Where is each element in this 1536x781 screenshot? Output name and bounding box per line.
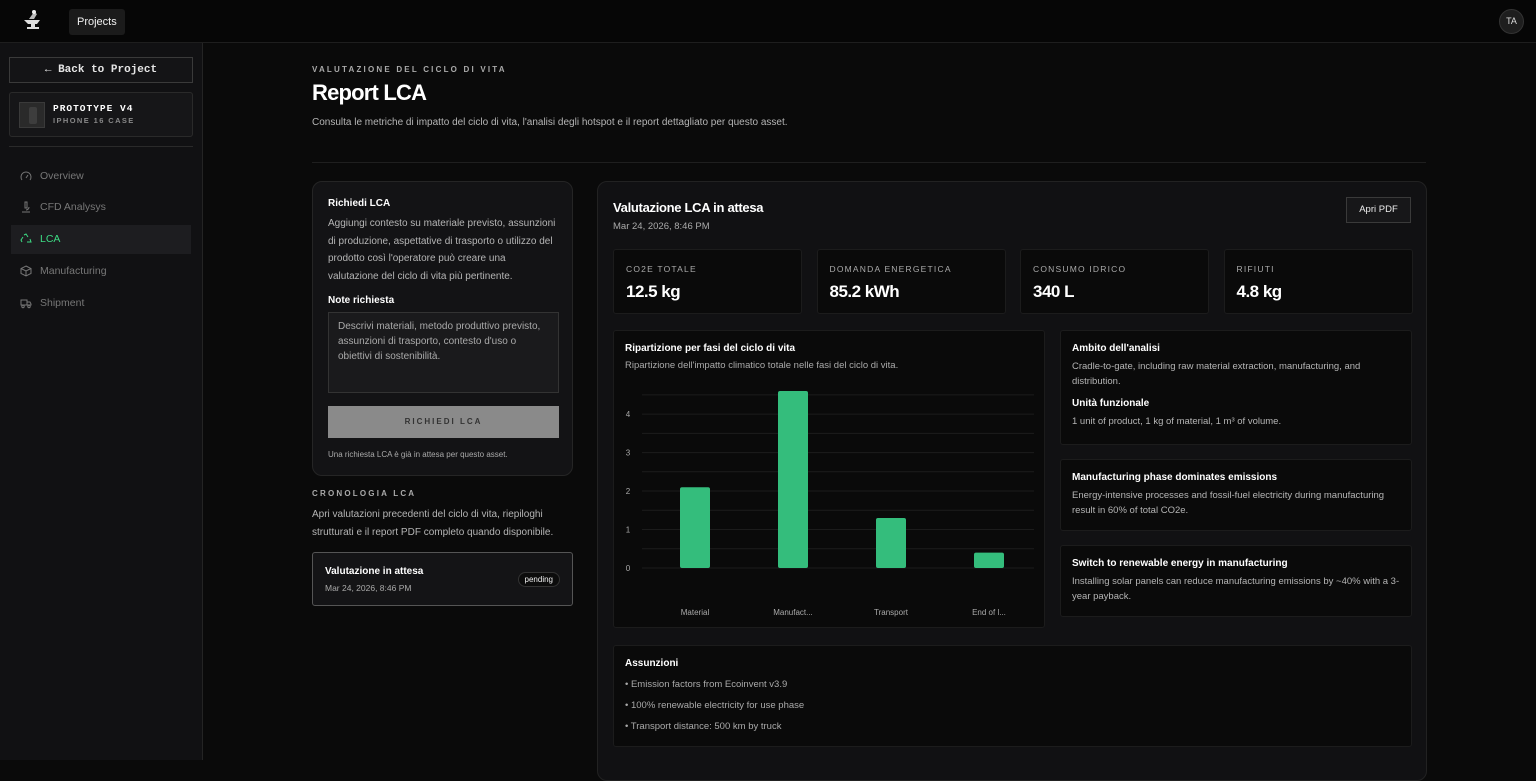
history-item[interactable]: Valutazione in attesa Mar 24, 2026, 8:46… [312,552,573,606]
metric-value: 4.8 kg [1236,282,1283,301]
box-icon [20,265,32,277]
history-item-date: Mar 24, 2026, 8:46 PM [325,583,412,593]
sidebar-item-shipment[interactable]: Shipment [11,288,191,317]
pending-note: Una richiesta LCA è già in attesa per qu… [328,450,508,459]
avatar[interactable]: TA [1499,9,1524,34]
y-tick-label: 2 [626,487,631,496]
x-tick-label: Material [681,608,710,617]
asset-thumbnail [19,102,45,128]
assumption-item: • 100% renewable electricity for use pha… [625,700,805,711]
metric-label: CO2E TOTALE [626,264,697,274]
sidebar-item-label: Shipment [40,296,85,309]
history-description: Apri valutazioni precedenti del ciclo di… [312,509,554,538]
metric-value: 340 L [1033,282,1074,301]
scope-title: Ambito dell'analisi [1072,343,1160,354]
back-to-project-button[interactable]: ← Back to Project [9,57,193,83]
sidebar-item-cfd-analysys[interactable]: CFD Analysys [11,193,191,222]
y-tick-label: 4 [626,410,631,419]
sidebar-item-label: CFD Analysys [40,201,106,214]
metric-card: RIFIUTI 4.8 kg [1223,249,1413,314]
sidebar [0,43,203,760]
arrow-left-icon: ← [44,64,59,76]
bar-end-of-l- [974,552,1004,568]
report-date: Mar 24, 2026, 8:46 PM [613,221,710,232]
metric-label: DOMANDA ENERGETICA [829,264,952,274]
chart-subtitle: Ripartizione dell'impatto climatico tota… [625,360,899,371]
y-tick-label: 1 [626,526,631,535]
insight-panel: Switch to renewable energy in manufactur… [1060,545,1412,617]
insight-title: Switch to renewable energy in manufactur… [1072,558,1288,569]
divider [9,146,193,147]
assumption-item: • Emission factors from Ecoinvent v3.9 [625,679,788,690]
unit-title: Unità funzionale [1072,398,1150,409]
metric-card: DOMANDA ENERGETICA 85.2 kWh [816,249,1006,314]
bar-chart: 0 1 2 3 4 Material Manufact... Transport End of … [626,391,1034,617]
open-pdf-button[interactable]: Apri PDF [1346,197,1411,223]
x-tick-label: Manufact... [773,608,813,617]
scope-text: Cradle-to-gate, including raw material e… [1072,361,1361,387]
assumptions-title: Assunzioni [625,658,679,669]
microscope-icon [22,201,30,213]
history-item-title: Valutazione in attesa [325,566,424,577]
metric-value: 85.2 kWh [829,282,900,301]
asset-card: PROTOTYPE V4 IPHONE 16 CASE [9,92,193,137]
status-badge: pending [517,572,560,587]
metric-card: CONSUMO IDRICO 340 L [1020,249,1209,314]
asset-subtitle: IPHONE 16 CASE [53,116,135,125]
sidebar-item-overview[interactable]: Overview [11,161,191,190]
insight-text: Installing solar panels can reduce manuf… [1072,576,1400,602]
request-title: Richiedi LCA [328,198,391,209]
sidebar-item-label: LCA [40,233,61,246]
back-label: Back to Project [58,64,158,76]
chart-panel: Ripartizione per fasi del ciclo di vita … [613,330,1045,628]
page-title: Report LCA [312,80,427,105]
asset-name: PROTOTYPE V4 [53,103,134,114]
recycle-icon [20,233,32,243]
metric-card: CO2E TOTALE 12.5 kg [613,249,802,314]
gauge-icon [20,171,32,180]
request-lca-card: Richiedi LCA Aggiungi contesto su materi… [312,181,573,476]
unit-text: 1 unit of product, 1 kg of material, 1 m… [1072,416,1282,427]
assumption-item: • Transport distance: 500 km by truck [625,721,782,732]
chart-title: Ripartizione per fasi del ciclo di vita [625,343,796,354]
report-card: Valutazione LCA in attesa Mar 24, 2026, … [597,181,1427,781]
report-title: Valutazione LCA in attesa [613,200,764,215]
page-eyebrow: VALUTAZIONE DEL CICLO DI VITA [312,65,507,74]
metric-label: RIFIUTI [1236,264,1275,274]
top-bar: Projects TA [0,0,1536,43]
request-lca-button[interactable]: RICHIEDI LCA [328,406,559,438]
notes-label: Note richiesta [328,295,395,306]
bar-transport [876,517,906,568]
divider [312,162,1426,163]
history-title: CRONOLOGIA LCA [312,489,417,498]
request-description: Aggiungi contesto su materiale previsto,… [328,218,556,282]
page-description: Consulta le metriche di impatto del cicl… [312,117,788,128]
assumptions-panel: Assunzioni • Emission factors from Ecoin… [613,645,1412,747]
notes-textarea[interactable]: Descrivi materiali, metodo produttivo pr… [328,312,559,393]
x-tick-label: End of l... [972,608,1006,617]
insight-text: Energy-intensive processes and fossil-fu… [1072,490,1385,516]
anvil-logo-icon[interactable] [20,8,46,34]
y-tick-label: 3 [626,449,631,458]
projects-button[interactable]: Projects [69,9,125,35]
sidebar-item-label: Overview [40,169,84,182]
x-tick-label: Transport [874,608,909,617]
truck-icon [20,299,32,308]
metric-value: 12.5 kg [626,282,681,301]
insight-title: Manufacturing phase dominates emissions [1072,472,1278,483]
scope-panel: Ambito dell'analisi Cradle-to-gate, incl… [1060,330,1412,445]
sidebar-item-label: Manufacturing [40,264,107,277]
bar-manufact- [778,391,808,568]
metric-label: CONSUMO IDRICO [1033,264,1127,274]
bar-material [680,487,710,568]
y-tick-label: 0 [626,564,631,573]
sidebar-item-lca[interactable]: LCA [11,224,191,254]
sidebar-item-manufacturing[interactable]: Manufacturing [11,256,191,285]
insight-panel: Manufacturing phase dominates emissions … [1060,459,1412,531]
